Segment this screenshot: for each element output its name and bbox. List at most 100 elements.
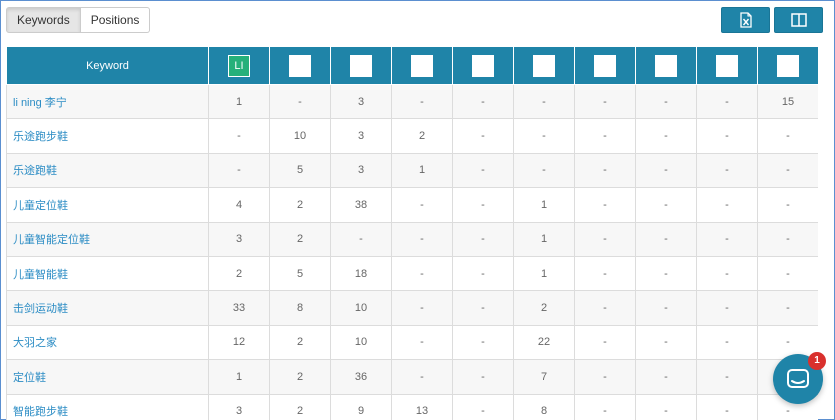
site-column-header[interactable]	[757, 46, 818, 85]
position-cell: 2	[269, 324, 331, 361]
site-logo	[411, 54, 433, 77]
position-cell: 4	[208, 187, 270, 223]
position-cell: -	[452, 290, 514, 326]
tab-positions[interactable]: Positions	[80, 7, 151, 33]
table-header-row: Keyword LI	[6, 46, 818, 85]
position-cell: -	[696, 359, 758, 395]
position-cell: 2	[269, 221, 331, 257]
position-cell: -	[696, 324, 758, 361]
site-column-header[interactable]	[696, 46, 758, 85]
position-cell: -	[635, 290, 697, 326]
position-cell: -	[330, 221, 392, 257]
keyword-link[interactable]: 击剑运动鞋	[6, 290, 209, 326]
position-cell: -	[208, 118, 270, 154]
keyword-link[interactable]: 乐途跑鞋	[6, 152, 209, 189]
export-excel-button[interactable]	[721, 7, 770, 33]
position-cell: 1	[208, 359, 270, 395]
position-cell: 3	[330, 118, 392, 154]
site-logo	[655, 54, 677, 77]
position-cell: -	[574, 83, 636, 120]
position-cell: -	[574, 187, 636, 223]
tab-keywords[interactable]: Keywords	[6, 7, 81, 33]
position-cell: -	[452, 255, 514, 292]
position-cell: 2	[513, 290, 575, 326]
position-cell: 1	[391, 152, 453, 189]
position-cell: 2	[269, 187, 331, 223]
site-logo	[350, 54, 372, 77]
position-cell: 2	[269, 359, 331, 395]
site-column-header[interactable]	[452, 46, 514, 85]
position-cell: 7	[513, 359, 575, 395]
position-cell: -	[635, 255, 697, 292]
columns-icon	[790, 13, 807, 27]
table-row: 乐途跑鞋 -5 3 1- - - - - -	[6, 152, 818, 189]
position-cell: 22	[513, 324, 575, 361]
position-cell: 36	[330, 359, 392, 395]
keyword-link[interactable]: li ning 李宁	[6, 83, 209, 120]
position-cell: -	[696, 118, 758, 154]
position-cell: 1	[513, 187, 575, 223]
site-column-header[interactable]	[513, 46, 575, 85]
keyword-table-container: Keyword LI li ning 李宁 1-3- - - - - -15 乐途跑步鞋 -10…	[6, 46, 818, 420]
position-cell: -	[757, 118, 818, 154]
notification-badge: 1	[808, 352, 826, 370]
position-cell: -	[391, 290, 453, 326]
position-cell: -	[391, 324, 453, 361]
site-column-header[interactable]	[391, 46, 453, 85]
site-column-header[interactable]	[269, 46, 331, 85]
keyword-link[interactable]: 儿童智能定位鞋	[6, 221, 209, 257]
position-cell: 5	[269, 255, 331, 292]
position-cell: 15	[757, 83, 818, 120]
chat-icon	[787, 369, 809, 388]
position-cell: -	[513, 83, 575, 120]
keyword-link[interactable]: 智能跑步鞋	[6, 393, 209, 420]
position-cell: 5	[269, 152, 331, 189]
keyword-link[interactable]: 大羽之家	[6, 324, 209, 361]
position-cell: -	[635, 221, 697, 257]
position-cell: -	[513, 118, 575, 154]
position-cell: -	[391, 359, 453, 395]
keyword-link[interactable]: 儿童定位鞋	[6, 187, 209, 223]
position-cell: -	[757, 221, 818, 257]
site-column-header[interactable]	[635, 46, 697, 85]
position-cell: -	[635, 324, 697, 361]
position-cell: -	[574, 221, 636, 257]
table-row: 智能跑步鞋 3 2 9 13-8- - - -	[6, 393, 818, 420]
table-row: 乐途跑步鞋 -10 3 2- - - - - -	[6, 118, 818, 154]
position-cell: -	[452, 118, 514, 154]
site-column-header[interactable]	[574, 46, 636, 85]
position-cell: -	[391, 221, 453, 257]
columns-button[interactable]	[774, 7, 823, 33]
position-cell: -	[696, 221, 758, 257]
keyword-column-header[interactable]: Keyword	[6, 46, 209, 85]
position-cell: 3	[330, 83, 392, 120]
position-cell: -	[696, 393, 758, 420]
position-cell: -	[574, 152, 636, 189]
site-column-header[interactable]	[330, 46, 392, 85]
site-logo	[472, 54, 494, 77]
position-cell: -	[635, 83, 697, 120]
position-cell: -	[635, 118, 697, 154]
keyword-link[interactable]: 儿童智能鞋	[6, 255, 209, 292]
keyword-link[interactable]: 乐途跑步鞋	[6, 118, 209, 154]
position-cell: 3	[330, 152, 392, 189]
position-cell: 1	[513, 221, 575, 257]
position-cell: 10	[269, 118, 331, 154]
position-cell: 1	[208, 83, 270, 120]
position-cell: 18	[330, 255, 392, 292]
position-cell: -	[574, 290, 636, 326]
position-cell: -	[635, 359, 697, 395]
table-row: 大羽之家 12 2 10- -22- - - -	[6, 324, 818, 361]
position-cell: -	[696, 290, 758, 326]
position-cell: -	[635, 187, 697, 223]
site-column-header[interactable]: LI	[208, 46, 270, 85]
table-row: 击剑运动鞋 33 8 10- -2- - - -	[6, 290, 818, 326]
position-cell: -	[696, 255, 758, 292]
position-cell: -	[574, 255, 636, 292]
keyword-positions-table: Keyword LI li ning 李宁 1-3- - - - - -15 乐途跑步鞋 -10…	[6, 46, 818, 420]
keyword-link[interactable]: 定位鞋	[6, 359, 209, 395]
position-cell: -	[513, 152, 575, 189]
position-cell: 33	[208, 290, 270, 326]
position-cell: -	[635, 393, 697, 420]
